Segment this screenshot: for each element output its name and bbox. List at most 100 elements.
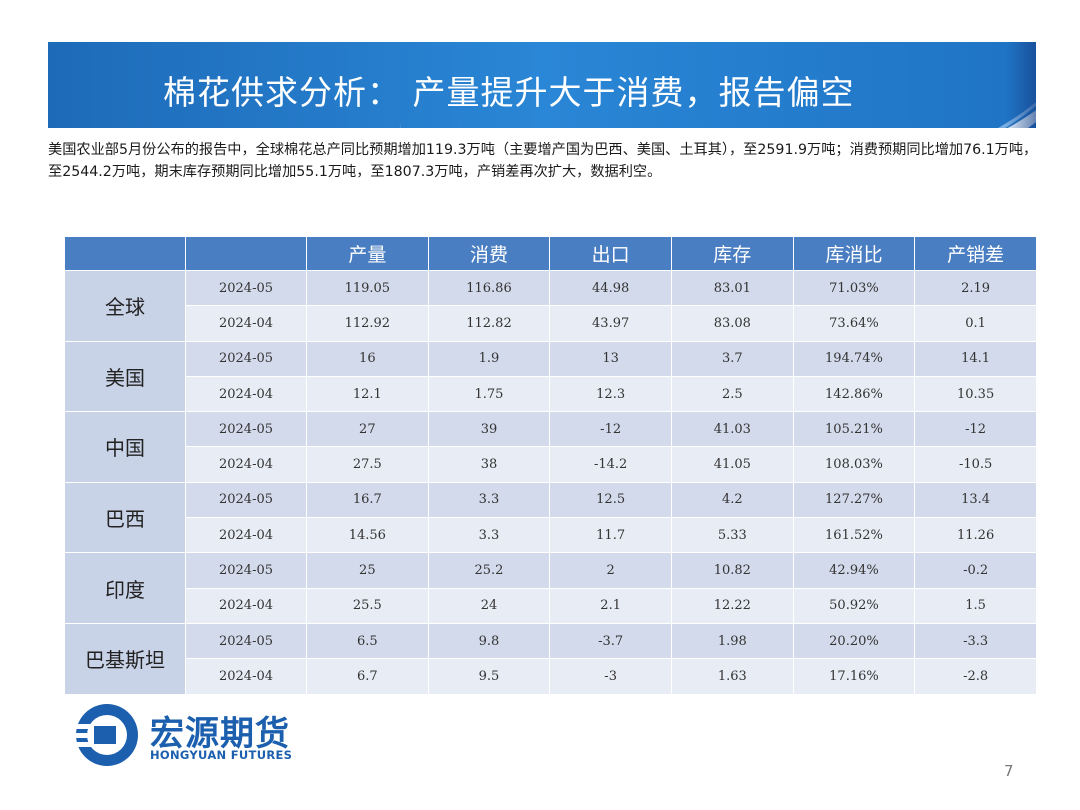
consumption-cell: 112.82 — [427, 305, 551, 342]
consumption-cell: 1.75 — [427, 375, 551, 413]
table-row: 印度 2024-05 25 25.2 2 10.82 42.94% -0.2 — [64, 552, 1037, 624]
stock-to-use-cell: 108.03% — [792, 446, 916, 483]
stock-to-use-cell: 127.27% — [792, 481, 916, 519]
surplus-cell: -2.8 — [914, 658, 1037, 695]
stock-cell: 3.7 — [670, 340, 794, 377]
stock-to-use-cell: 71.03% — [792, 269, 916, 307]
surplus-cell: -3.3 — [914, 622, 1037, 660]
production-cell: 16.7 — [306, 481, 429, 519]
stock-to-use-cell: 20.20% — [792, 622, 916, 660]
consumption-cell: 39 — [427, 411, 551, 448]
date-cell: 2024-05 — [185, 340, 307, 377]
intro-paragraph: 美国农业部5月份公布的报告中，全球棉花总产同比预期增加119.3万吨（主要增产国… — [48, 142, 1038, 180]
table-row: 2024-04 27.5 38 -14.2 41.05 108.03% -10.5 — [65, 446, 1037, 483]
stock-cell: 41.05 — [670, 446, 794, 483]
production-cell: 25.5 — [306, 587, 429, 624]
title-banner: 棉花供求分析： 产量提升大于消费，报告偏空 — [48, 42, 1036, 128]
surplus-cell: 1.5 — [914, 587, 1037, 624]
stock-to-use-cell: 42.94% — [792, 552, 916, 589]
production-cell: 12.1 — [306, 375, 429, 413]
table-row: 2024-04 14.56 3.3 11.7 5.33 161.52% 11.26 — [65, 517, 1037, 554]
date-cell: 2024-05 — [185, 411, 307, 448]
consumption-cell: 38 — [427, 446, 551, 483]
date-cell: 2024-05 — [185, 481, 307, 519]
stock-to-use-cell: 17.16% — [792, 658, 916, 695]
region-cell: 印度 — [64, 552, 186, 624]
surplus-cell: -10.5 — [914, 446, 1037, 483]
production-cell: 16 — [306, 340, 429, 377]
page-title: 棉花供求分析： 产量提升大于消费，报告偏空 — [163, 73, 855, 112]
date-cell: 2024-04 — [185, 658, 307, 695]
date-cell: 2024-05 — [185, 552, 307, 589]
table-row: 巴基斯坦 2024-05 6.5 9.8 -3.7 1.98 20.20% -3.3 — [64, 622, 1037, 695]
production-cell: 6.7 — [306, 658, 429, 695]
stock-cell: 12.22 — [670, 587, 794, 624]
date-cell: 2024-04 — [185, 446, 307, 483]
production-cell: 27.5 — [306, 446, 429, 483]
production-cell: 14.56 — [306, 517, 429, 554]
export-cell: -3 — [549, 658, 672, 695]
stock-cell: 5.33 — [670, 517, 794, 554]
region-cell: 美国 — [64, 340, 186, 413]
surplus-cell: 0.1 — [914, 305, 1037, 342]
date-cell: 2024-04 — [185, 517, 307, 554]
table-row: 2024-04 112.92 112.82 43.97 83.08 73.64% 0.1 — [65, 305, 1037, 342]
logo-english-name: HONGYUAN FUTURES — [150, 748, 293, 762]
table-row: 中国 2024-05 27 39 -12 41.03 105.21% -12 — [64, 411, 1037, 483]
table-row: 美国 2024-05 16 1.9 13 3.7 194.74% 14.1 — [64, 340, 1037, 413]
table-row: 2024-04 25.5 24 2.1 12.22 50.92% 1.5 — [65, 587, 1037, 624]
consumption-cell: 25.2 — [427, 552, 551, 589]
export-cell: 12.5 — [549, 481, 672, 519]
header-region — [64, 236, 186, 271]
stock-cell: 4.2 — [670, 481, 794, 519]
export-cell: -12 — [549, 411, 672, 448]
stock-cell: 10.82 — [670, 552, 794, 589]
header-consumption: 消费 — [427, 236, 551, 271]
region-cell: 全球 — [64, 270, 186, 342]
surplus-cell: -12 — [914, 411, 1037, 448]
table-row: 2024-04 6.7 9.5 -3 1.63 17.16% -2.8 — [65, 658, 1037, 695]
production-cell: 27 — [306, 411, 429, 448]
stock-to-use-cell: 194.74% — [792, 340, 916, 377]
header-stock-to-use: 库消比 — [792, 236, 916, 271]
export-cell: 11.7 — [549, 517, 672, 554]
export-cell: 2.1 — [549, 587, 672, 624]
stock-cell: 1.98 — [670, 622, 794, 660]
stock-cell: 1.63 — [670, 658, 794, 695]
consumption-cell: 24 — [427, 587, 551, 624]
surplus-cell: 14.1 — [914, 340, 1037, 377]
banner-edge-shade — [1006, 42, 1036, 128]
header-stock: 库存 — [670, 236, 794, 271]
cotton-supply-table-container: 产量 消费 出口 库存 库消比 产销差 全球 2024-05 119.05 116.8… — [64, 236, 1037, 695]
table-body: 全球 2024-05 119.05 116.86 44.98 83.01 71.03% 2.1… — [64, 269, 1037, 695]
stock-cell: 2.5 — [670, 375, 794, 413]
consumption-cell: 3.3 — [427, 517, 551, 554]
consumption-cell: 9.5 — [427, 658, 551, 695]
export-cell: 13 — [549, 340, 672, 377]
date-cell: 2024-04 — [185, 587, 307, 624]
stock-cell: 83.01 — [670, 269, 794, 307]
hongyuan-logo-icon — [74, 704, 138, 766]
stock-cell: 83.08 — [670, 305, 794, 342]
region-cell: 巴基斯坦 — [64, 622, 186, 695]
surplus-cell: 2.19 — [914, 269, 1037, 307]
table-header-row: 产量 消费 出口 库存 库消比 产销差 — [64, 236, 1037, 271]
table-row: 全球 2024-05 119.05 116.86 44.98 83.01 71.03% 2.1… — [64, 269, 1037, 342]
production-cell: 112.92 — [306, 305, 429, 342]
production-cell: 25 — [306, 552, 429, 589]
stock-to-use-cell: 142.86% — [792, 375, 916, 413]
surplus-cell: -0.2 — [914, 552, 1037, 589]
company-logo: 宏源期货 HONGYUAN FUTURES — [74, 702, 314, 774]
consumption-cell: 9.8 — [427, 622, 551, 660]
surplus-cell: 13.4 — [914, 481, 1037, 519]
export-cell: -14.2 — [549, 446, 672, 483]
export-cell: -3.7 — [549, 622, 672, 660]
stock-to-use-cell: 50.92% — [792, 587, 916, 624]
stock-to-use-cell: 161.52% — [792, 517, 916, 554]
date-cell: 2024-04 — [185, 375, 307, 413]
surplus-cell: 10.35 — [914, 375, 1037, 413]
region-cell: 中国 — [64, 411, 186, 483]
production-cell: 119.05 — [306, 269, 429, 307]
header-export: 出口 — [549, 236, 672, 271]
date-cell: 2024-05 — [185, 269, 307, 307]
